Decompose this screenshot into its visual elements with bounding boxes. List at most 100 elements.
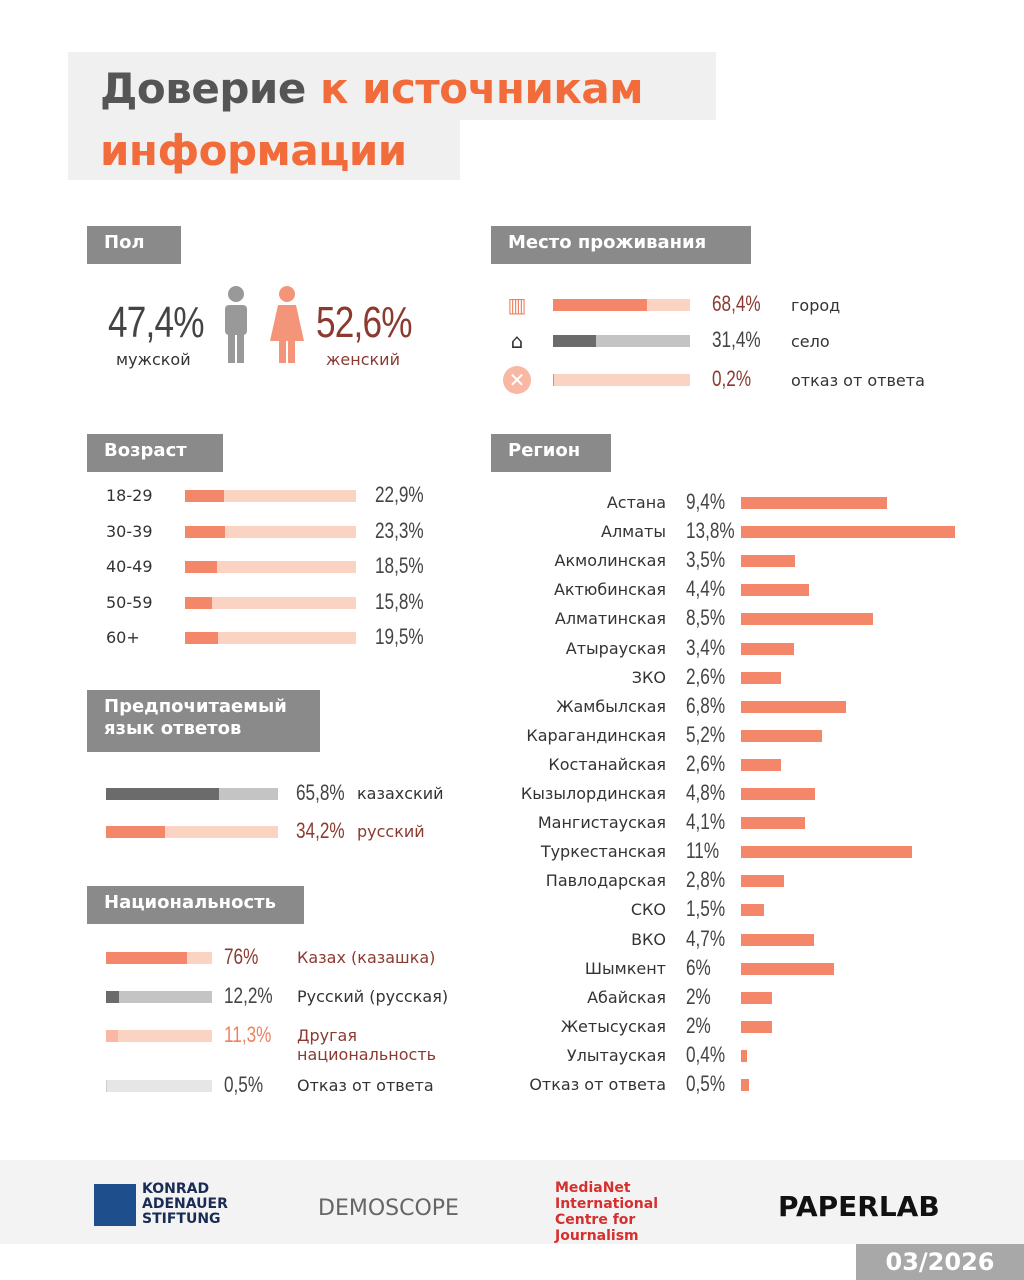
region-label: Отказ от ответа: [529, 1075, 666, 1094]
region-value: 0,4%: [686, 1041, 726, 1067]
region-label: ВКО: [631, 929, 666, 949]
region-value: 1,5%: [686, 896, 726, 922]
age-value: 23,3%: [375, 517, 424, 543]
male-icon: [225, 286, 247, 363]
age-label: 40-49: [106, 557, 153, 576]
region-label: Абайская: [587, 987, 666, 1007]
nationality-value: 76%: [224, 944, 259, 969]
region-bar: [741, 497, 887, 509]
region-value: 0,5%: [686, 1071, 726, 1096]
nationality-value: 12,2%: [224, 983, 273, 1008]
age-bar-track: [185, 632, 356, 644]
region-label: СКО: [630, 900, 666, 920]
region-bar: [741, 642, 794, 655]
female-percent: 52,6%: [316, 298, 413, 347]
paperlab-logo: PAPERLAB: [778, 1190, 940, 1223]
nationality-value: 11,3%: [224, 1022, 272, 1047]
region-label: Атырауская: [565, 638, 666, 658]
page-title: Доверие к источникам информации: [100, 58, 644, 182]
residence-value: 31,4%: [712, 327, 761, 352]
region-value: 4,7%: [686, 925, 726, 951]
region-bar: [741, 933, 814, 946]
title-bg: [68, 52, 716, 120]
region-bar: [741, 904, 765, 917]
male-label: мужской: [116, 350, 191, 369]
kas-logo-mark: [94, 1184, 136, 1226]
region-bar: [741, 875, 785, 888]
region-value: 6,8%: [686, 692, 726, 718]
region-bar: [741, 788, 816, 800]
nationality-bar: [106, 1080, 107, 1092]
region-label: Акмолинская: [554, 551, 666, 571]
kas-logo: KONRAD ADENAUER STIFTUNG: [142, 1181, 228, 1227]
region-value: 2,6%: [686, 663, 726, 689]
region-bar: [741, 817, 805, 830]
region-value: 2%: [686, 983, 711, 1009]
region-bar: [741, 962, 834, 975]
residence-label: отказ от ответа: [791, 371, 925, 390]
region-label: Улытауская: [566, 1045, 666, 1065]
footer: [0, 1160, 1024, 1244]
region-value: 4,4%: [686, 576, 726, 602]
region-label: Актюбинская: [553, 580, 666, 600]
nationality-label: Казах (казашка): [297, 948, 436, 967]
region-bar: [741, 991, 772, 1004]
language-bar-track: [106, 788, 278, 800]
title-part: Доверие: [100, 64, 306, 113]
language-bar: [106, 826, 165, 838]
age-bar: [185, 596, 213, 609]
nationality-bar-track: [106, 952, 212, 964]
region-label: Астана: [606, 493, 666, 512]
medianet-logo: MediaNet International Centre for Journa…: [555, 1180, 659, 1244]
age-bar: [185, 632, 219, 644]
region-label: Алматы: [601, 522, 666, 542]
residence-value: 0,2%: [712, 366, 752, 391]
region-bar: [741, 1049, 748, 1062]
region-label: Туркестанская: [540, 842, 666, 862]
title-bg: [68, 120, 460, 180]
region-value: 4,1%: [686, 809, 726, 835]
female-label: женский: [326, 350, 400, 369]
nationality-bar-track: [106, 1030, 212, 1042]
region-bar: [741, 1020, 772, 1033]
region-label: Жетысуская: [560, 1016, 666, 1036]
region-bar: [741, 555, 796, 568]
title-part: к источникам: [319, 64, 644, 113]
section-header-region: Регион: [491, 434, 611, 472]
age-value: 22,9%: [375, 482, 424, 507]
region-value: 13,8%: [686, 518, 735, 544]
refuse-icon: ✕: [503, 366, 531, 394]
region-label: Мангистауская: [537, 813, 666, 833]
language-bar-track: [106, 826, 278, 838]
residence-bar-track: [553, 299, 690, 311]
language-bar: [106, 788, 220, 800]
language-value: 65,8%: [296, 780, 345, 805]
nationality-bar-track: [106, 991, 212, 1003]
region-bar: [741, 526, 955, 539]
age-bar-track: [185, 596, 356, 609]
nationality-bar: [106, 991, 119, 1003]
age-value: 19,5%: [375, 624, 424, 649]
region-label: ЗКО: [631, 667, 666, 687]
region-label: Шымкент: [584, 958, 666, 978]
city-icon: ▥: [507, 293, 527, 317]
region-bar: [741, 1079, 749, 1091]
age-bar-track: [185, 561, 356, 573]
section-header-age: Возраст: [87, 434, 223, 472]
age-bar: [185, 525, 225, 538]
age-label: 50-59: [106, 592, 153, 612]
region-value: 4,8%: [686, 780, 726, 805]
region-bar: [741, 671, 782, 684]
residence-label: город: [791, 296, 841, 315]
region-value: 8,5%: [686, 605, 726, 631]
region-bar: [741, 758, 782, 771]
region-value: 3,5%: [686, 547, 726, 573]
residence-value: 68,4%: [712, 291, 761, 316]
region-value: 2,6%: [686, 750, 726, 776]
residence-label: село: [791, 332, 830, 351]
residence-bar-track: [553, 374, 690, 386]
date-badge: 03/2026: [856, 1244, 1024, 1280]
region-label: Алматинская: [554, 609, 666, 629]
residence-bar-track: [553, 335, 690, 347]
region-bar: [741, 700, 847, 713]
